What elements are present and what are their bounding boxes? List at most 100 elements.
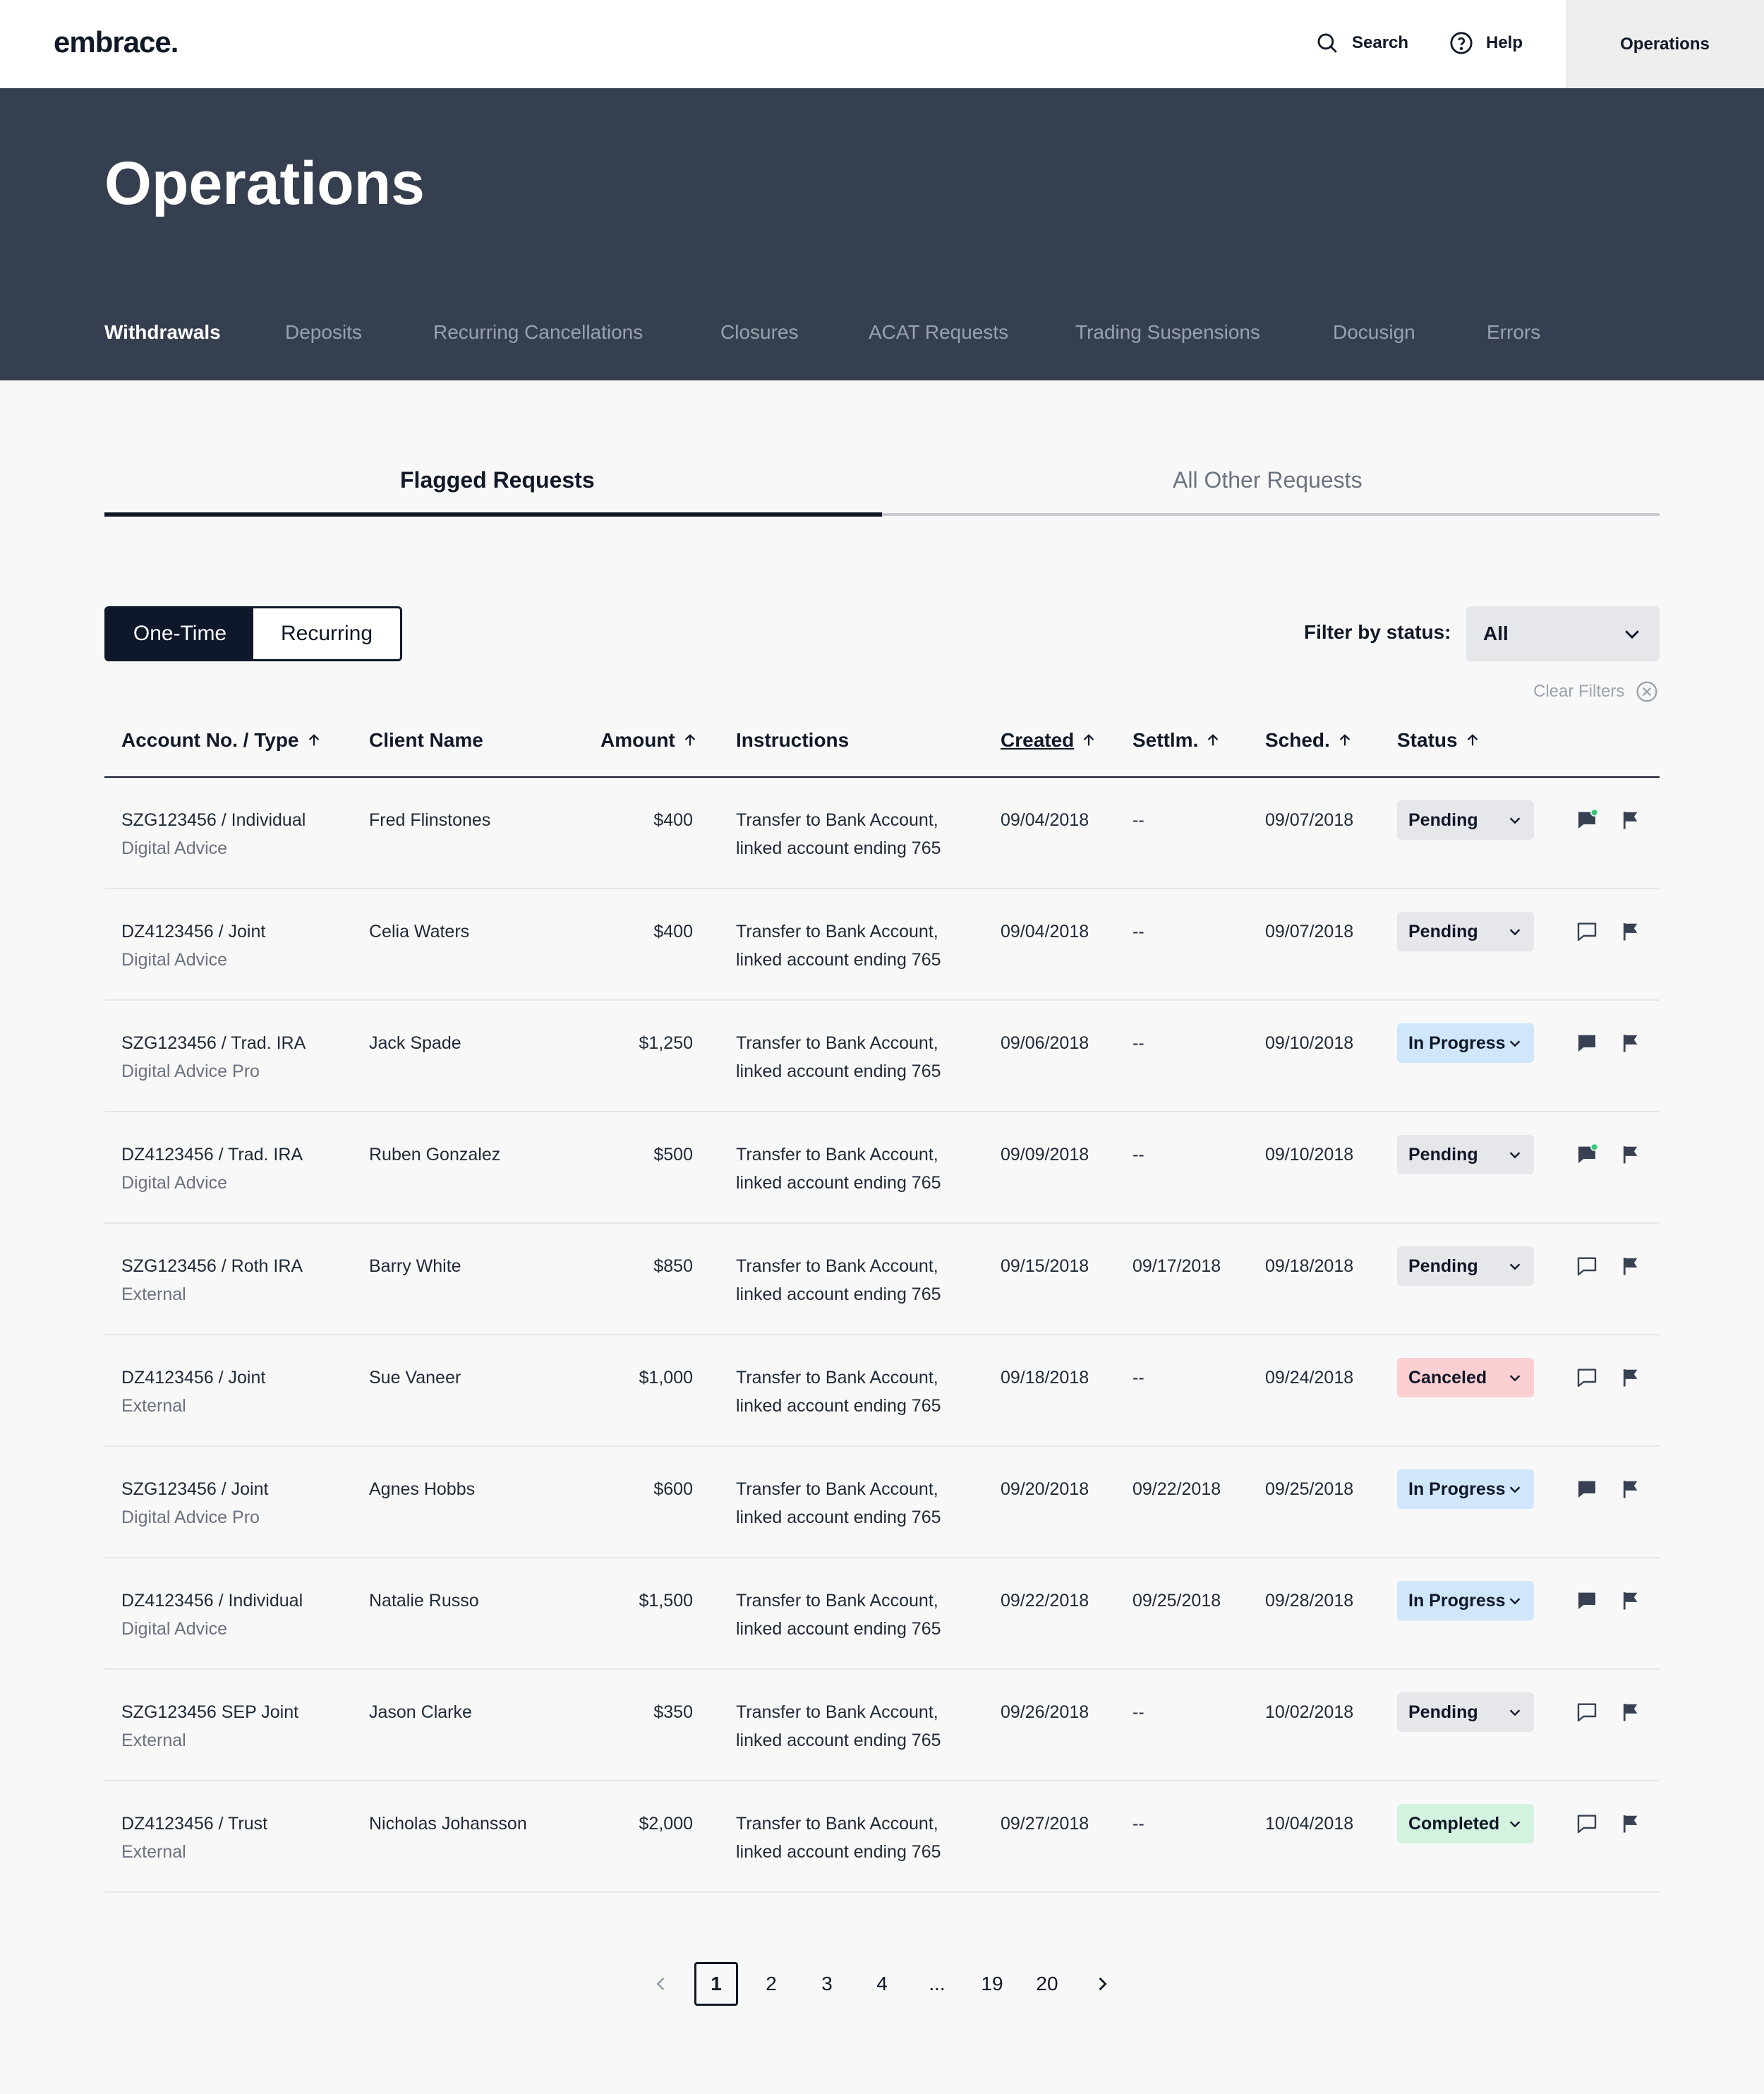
created-date: 09/04/2018: [1001, 810, 1089, 830]
tab-withdrawals[interactable]: Withdrawals: [104, 321, 221, 343]
tab-errors[interactable]: Errors: [1487, 321, 1541, 343]
status-label: Pending: [1408, 1144, 1478, 1165]
tab-closures[interactable]: Closures: [720, 321, 799, 343]
page-button[interactable]: 3: [821, 1973, 833, 1994]
status-label: Pending: [1408, 810, 1478, 830]
column-header-scheduled[interactable]: Sched.: [1265, 729, 1353, 752]
status-dropdown[interactable]: Pending: [1397, 1692, 1534, 1732]
help-link[interactable]: Help: [1449, 31, 1523, 55]
one-time-button[interactable]: One-Time: [107, 608, 253, 659]
comment-icon[interactable]: [1576, 1812, 1598, 1835]
amount: $1,000: [639, 1368, 693, 1388]
column-header-settlement[interactable]: Settlm.: [1132, 729, 1221, 752]
status-dropdown[interactable]: In Progress: [1397, 1581, 1534, 1620]
table-row: DZ4123456 / Trust External Nicholas Joha…: [104, 1781, 1660, 1893]
instructions-cell: Transfer to Bank Account, linked account…: [736, 1587, 941, 1643]
logo[interactable]: embrace.: [54, 25, 179, 59]
tab-acat-requests[interactable]: ACAT Requests: [869, 321, 1009, 343]
status-filter-select[interactable]: All: [1466, 606, 1660, 661]
instructions-cell: Transfer to Bank Account, linked account…: [736, 1475, 941, 1532]
previous-page-button[interactable]: [639, 1962, 683, 2006]
account-number: DZ4123456 / Trust: [121, 1814, 268, 1834]
tab-flagged-requests[interactable]: Flagged Requests: [400, 467, 595, 493]
chevron-down-icon: [1625, 630, 1639, 639]
status-dropdown[interactable]: In Progress: [1397, 1469, 1534, 1509]
comment-icon[interactable]: [1576, 809, 1598, 831]
account-number: SZG123456 / Individual: [121, 810, 306, 830]
comment-icon[interactable]: [1576, 1255, 1598, 1277]
tab-recurring-cancellations[interactable]: Recurring Cancellations: [433, 321, 644, 343]
recurring-button[interactable]: Recurring: [253, 608, 400, 659]
status-dropdown[interactable]: Pending: [1397, 912, 1534, 951]
tab-deposits[interactable]: Deposits: [285, 321, 362, 343]
next-page-button[interactable]: [1080, 1962, 1124, 2006]
column-header-client[interactable]: Client Name: [369, 729, 483, 751]
column-header-created[interactable]: Created: [1001, 729, 1097, 752]
account-number: SZG123456 / Joint: [121, 1479, 269, 1499]
scheduled-date: 09/18/2018: [1265, 1256, 1354, 1276]
sort-arrow-up-icon: [1339, 734, 1351, 746]
status-dropdown[interactable]: Pending: [1397, 800, 1534, 840]
flag-icon[interactable]: [1620, 1812, 1641, 1835]
flag-icon[interactable]: [1620, 1366, 1641, 1389]
comment-icon[interactable]: [1576, 1143, 1598, 1166]
status-label: In Progress: [1408, 1479, 1506, 1499]
chevron-down-icon: [1509, 1821, 1521, 1828]
page-button[interactable]: 4: [876, 1973, 888, 1994]
status-dropdown[interactable]: Pending: [1397, 1246, 1534, 1286]
settlement-date: --: [1132, 922, 1144, 941]
column-header-instructions[interactable]: Instructions: [736, 729, 850, 751]
flag-icon[interactable]: [1620, 1478, 1641, 1500]
status-label: In Progress: [1408, 1033, 1506, 1053]
flag-icon[interactable]: [1620, 920, 1641, 943]
table-row: SZG123456 / Joint Digital Advice Pro Agn…: [104, 1447, 1660, 1558]
instructions-cell: Transfer to Bank Account, linked account…: [736, 1029, 941, 1085]
filter-value: All: [1483, 622, 1509, 644]
sort-arrow-up-icon: [684, 734, 695, 746]
account-number: SZG123456 SEP Joint: [121, 1702, 299, 1722]
instruction-line: Transfer to Bank Account,: [736, 810, 938, 830]
table-row: SZG123456 / Roth IRA External Barry Whit…: [104, 1224, 1660, 1335]
filter-label: Filter by status:: [1304, 621, 1451, 643]
status-dropdown[interactable]: Pending: [1397, 1135, 1534, 1174]
comment-icon[interactable]: [1576, 1366, 1598, 1389]
flag-icon[interactable]: [1620, 1032, 1641, 1054]
column-header-account[interactable]: Account No. / Type: [121, 729, 322, 752]
tab-all-other-requests[interactable]: All Other Requests: [1173, 467, 1363, 493]
status-label: Canceled: [1408, 1367, 1487, 1388]
flag-icon[interactable]: [1620, 1143, 1641, 1166]
flag-icon[interactable]: [1620, 1255, 1641, 1277]
status-dropdown[interactable]: In Progress: [1397, 1023, 1534, 1063]
scheduled-date: 09/24/2018: [1265, 1368, 1354, 1388]
instructions-cell: Transfer to Bank Account, linked account…: [736, 1698, 941, 1755]
page-button[interactable]: 2: [766, 1973, 777, 1994]
operations-nav-item[interactable]: Operations: [1566, 0, 1764, 88]
comment-icon[interactable]: [1576, 1701, 1598, 1723]
tab-docusign[interactable]: Docusign: [1333, 321, 1415, 343]
column-header-amount[interactable]: Amount: [600, 729, 698, 752]
page-button[interactable]: 20: [1036, 1973, 1058, 1994]
client-name: Sue Vaneer: [369, 1368, 461, 1388]
flag-icon[interactable]: [1620, 1589, 1641, 1612]
sort-arrow-up-icon: [1084, 734, 1094, 746]
instruction-line: Transfer to Bank Account,: [736, 1702, 938, 1722]
column-header-status[interactable]: Status: [1397, 729, 1480, 752]
comment-icon[interactable]: [1576, 1589, 1598, 1612]
instruction-line: Transfer to Bank Account,: [736, 922, 938, 941]
flag-icon[interactable]: [1620, 1701, 1641, 1723]
search-link[interactable]: Search: [1315, 31, 1408, 55]
clear-filters-button[interactable]: Clear Filters: [1533, 680, 1658, 703]
instruction-line: linked account ending 765: [736, 950, 941, 970]
status-dropdown[interactable]: Canceled: [1397, 1358, 1534, 1397]
account-type: Digital Advice: [121, 1619, 228, 1639]
comment-icon[interactable]: [1576, 1032, 1598, 1054]
page-button-current[interactable]: 1: [694, 1962, 738, 2006]
comment-icon[interactable]: [1576, 920, 1598, 943]
table-row: SZG123456 / Individual Digital Advice Fr…: [104, 778, 1660, 889]
flag-icon[interactable]: [1620, 809, 1641, 831]
page-button[interactable]: 19: [981, 1973, 1003, 1994]
comment-icon[interactable]: [1576, 1478, 1598, 1500]
account-cell: DZ4123456 / Trad. IRA Digital Advice: [121, 1141, 303, 1197]
tab-trading-suspensions[interactable]: Trading Suspensions: [1075, 321, 1261, 343]
status-dropdown[interactable]: Completed: [1397, 1804, 1534, 1843]
